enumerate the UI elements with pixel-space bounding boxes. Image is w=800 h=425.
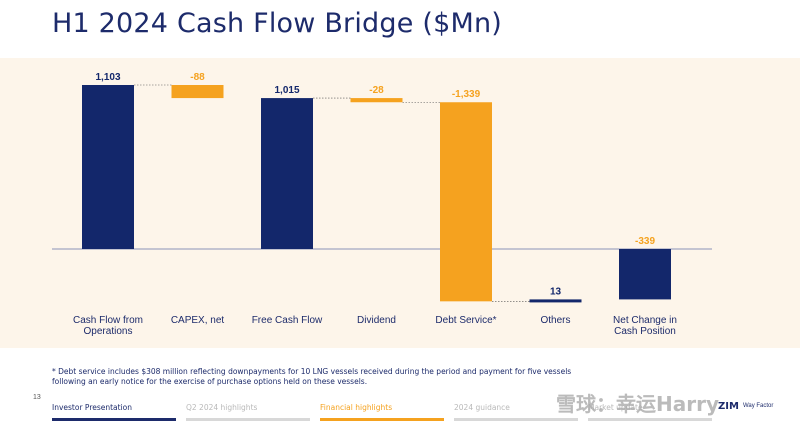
data-label: -339	[635, 236, 655, 247]
category-label: CAPEX, net	[171, 315, 225, 326]
category-label: Dividend	[357, 315, 396, 326]
bar-6	[529, 299, 582, 303]
data-label: -28	[369, 85, 384, 96]
data-label: 1,015	[274, 85, 299, 96]
nav-tab-financial-highlights[interactable]: Financial highlights	[320, 400, 444, 425]
nav-tab-label: Investor Presentation	[52, 403, 133, 412]
page-number: 13	[33, 394, 41, 401]
nav-tab-indicator	[186, 418, 310, 421]
category-label: Cash Flow from	[73, 315, 143, 326]
category-label: Net Change in	[613, 315, 677, 326]
section-nav: Investor Presentation Q2 2024 highlights…	[52, 400, 712, 425]
data-label: 1,103	[95, 72, 120, 83]
nav-tab-investor-presentation[interactable]: Investor Presentation	[52, 400, 176, 425]
logo-text: Way Factor	[742, 403, 774, 409]
nav-tab-indicator	[320, 418, 444, 421]
category-label: Debt Service*	[435, 315, 496, 326]
page-title: H1 2024 Cash Flow Bridge ($Mn)	[52, 8, 502, 39]
nav-tab-indicator	[52, 418, 176, 421]
zim-logo: ZIM Way Factor	[718, 392, 796, 420]
bar-2	[171, 85, 224, 99]
bar-5	[440, 102, 492, 302]
data-label: -1,339	[452, 89, 481, 100]
nav-tab-indicator	[454, 418, 578, 421]
category-label: Operations	[84, 326, 133, 337]
category-label: Free Cash Flow	[252, 315, 323, 326]
bar-1	[82, 85, 134, 249]
footnote: * Debt service includes $308 million ref…	[52, 367, 572, 386]
nav-tab-indicator	[588, 418, 712, 421]
watermark: 雪球：幸运Harry	[556, 392, 719, 416]
nav-tab-label: 2024 guidance	[454, 403, 510, 412]
bar-7	[619, 249, 671, 300]
bar-4	[350, 98, 403, 103]
data-label: -88	[190, 72, 205, 83]
nav-tab-label: Market update	[588, 403, 643, 412]
nav-tab-label: Financial highlights	[320, 403, 393, 412]
category-label: Cash Position	[614, 326, 676, 337]
logo-mark: ZIM	[718, 400, 739, 412]
bar-3	[261, 98, 313, 249]
nav-tab-q2-highlights[interactable]: Q2 2024 highlights	[186, 400, 310, 425]
nav-tab-market-update[interactable]: Market update	[588, 400, 712, 425]
category-label: Others	[540, 315, 570, 326]
nav-tab-2024-guidance[interactable]: 2024 guidance	[454, 400, 578, 425]
data-label: 13	[550, 286, 562, 297]
nav-tab-label: Q2 2024 highlights	[186, 403, 258, 412]
